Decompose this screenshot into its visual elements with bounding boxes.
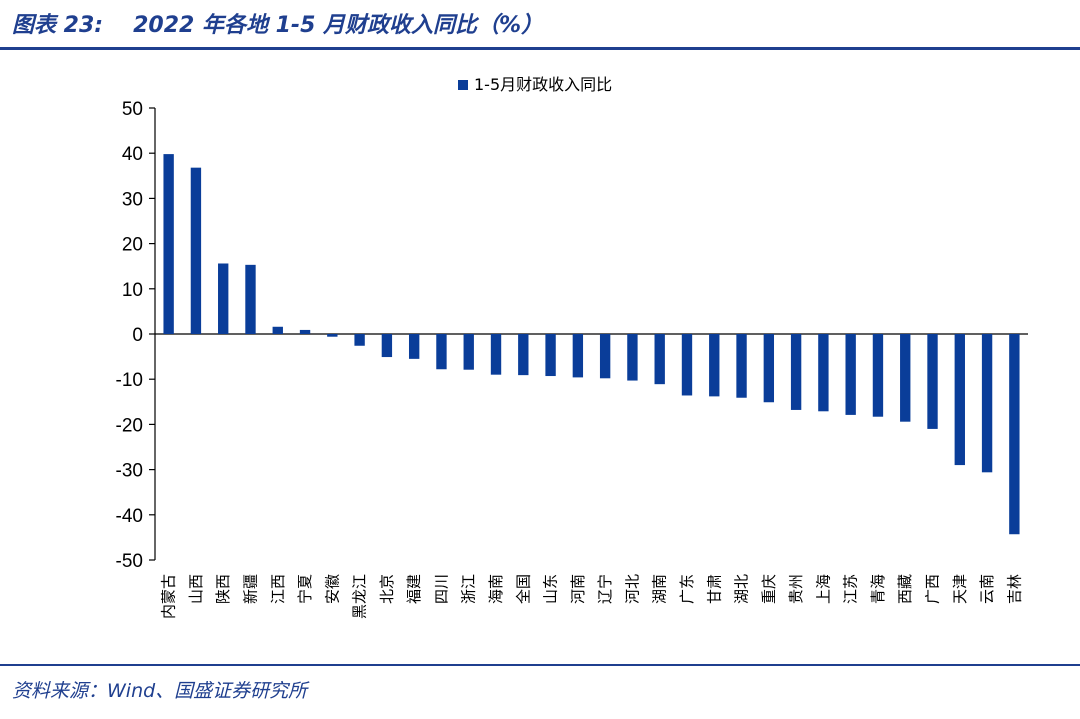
legend-label: 1-5月财政收入同比: [474, 75, 612, 94]
y-tick-label: -40: [116, 506, 143, 527]
x-category-label: 河南: [569, 574, 587, 604]
x-category-label: 吉林: [1005, 574, 1023, 604]
bar: [518, 334, 529, 376]
bar: [736, 334, 747, 398]
x-category-label: 湖北: [733, 574, 751, 604]
x-category-label: 内蒙古: [160, 574, 178, 619]
x-category-label: 四川: [432, 574, 450, 604]
figure-label: 图表 23:: [12, 13, 104, 38]
x-category-label: 安徽: [323, 574, 341, 604]
bar: [299, 329, 311, 334]
bar: [627, 334, 638, 381]
bar: [545, 334, 556, 377]
bar: [272, 326, 283, 334]
x-category-label: 新疆: [241, 574, 259, 604]
bar: [681, 334, 693, 396]
x-category-label: 全国: [514, 574, 532, 604]
x-category-label: 广西: [924, 574, 942, 604]
y-tick-label: -10: [116, 370, 143, 391]
bar: [436, 334, 447, 370]
bar: [954, 334, 965, 466]
top-divider: [0, 47, 1080, 50]
bar: [654, 334, 665, 385]
bottom-divider: [0, 664, 1080, 666]
bar: [490, 334, 502, 375]
x-category-label: 西藏: [896, 574, 914, 604]
bar: [327, 334, 338, 337]
source-note: 资料来源：Wind、国盛证券研究所: [12, 680, 308, 702]
x-category-label: 云南: [978, 574, 996, 604]
y-tick-label: -20: [116, 415, 143, 436]
x-category-label: 江苏: [842, 574, 860, 604]
y-tick-label: 40: [122, 144, 143, 165]
bar: [900, 334, 911, 422]
y-tick-label: -30: [116, 461, 143, 482]
x-category-label: 山西: [187, 574, 205, 604]
bar: [408, 334, 420, 359]
bar: [709, 334, 720, 397]
bar: [872, 334, 884, 417]
y-tick-label: -50: [116, 551, 143, 572]
x-category-label: 江西: [269, 574, 287, 604]
legend-swatch: [458, 80, 468, 90]
x-category-label: 贵州: [787, 574, 805, 604]
bar: [818, 334, 829, 412]
bar: [790, 334, 802, 410]
x-category-label: 天津: [951, 574, 969, 604]
bar: [381, 334, 393, 358]
bar: [190, 167, 202, 334]
x-category-label: 河北: [623, 574, 641, 604]
x-category-label: 陕西: [214, 574, 232, 604]
bar-chart: 50 40 30 20 10 0 -10 -20 -30 -40 -50 内蒙古 山西 陕西 新疆 江西 宁夏安…: [116, 75, 1028, 619]
x-category-label: 宁夏: [296, 574, 314, 604]
x-category-label: 黑龙江: [351, 574, 369, 619]
bar: [763, 334, 775, 403]
x-category-label: 广东: [678, 574, 696, 604]
y-tick-label: 20: [122, 235, 143, 256]
figure-title-text: 2022 年各地 1-5 月财政收入同比（%）: [133, 13, 544, 38]
x-category-label: 辽宁: [596, 574, 614, 604]
bar: [1009, 334, 1020, 535]
y-tick-label: 10: [122, 280, 143, 301]
bar: [245, 264, 256, 334]
bar: [845, 334, 856, 415]
bar: [927, 334, 938, 429]
x-category-label: 甘肃: [705, 574, 723, 604]
bar: [572, 334, 584, 378]
bar: [981, 334, 993, 473]
x-category-label: 海南: [487, 574, 505, 604]
x-category-label: 福建: [405, 574, 423, 604]
bar: [218, 263, 229, 334]
figure-title: 图表 23: 2022 年各地 1-5 月财政收入同比（%）: [12, 8, 543, 44]
bar: [163, 154, 174, 334]
bar: [599, 334, 611, 379]
x-category-label: 北京: [378, 574, 396, 604]
x-category-label: 浙江: [460, 574, 478, 604]
y-tick-label: 30: [122, 189, 143, 210]
bar: [463, 334, 474, 370]
y-tick-label: 50: [122, 99, 143, 120]
x-category-label: 山东: [542, 574, 560, 604]
x-category-label: 重庆: [760, 574, 778, 604]
y-tick-label: 0: [132, 325, 143, 346]
bar: [354, 334, 365, 346]
x-category-label: 湖南: [651, 574, 669, 604]
x-category-label: 青海: [869, 574, 887, 604]
x-category-label: 上海: [814, 574, 832, 604]
